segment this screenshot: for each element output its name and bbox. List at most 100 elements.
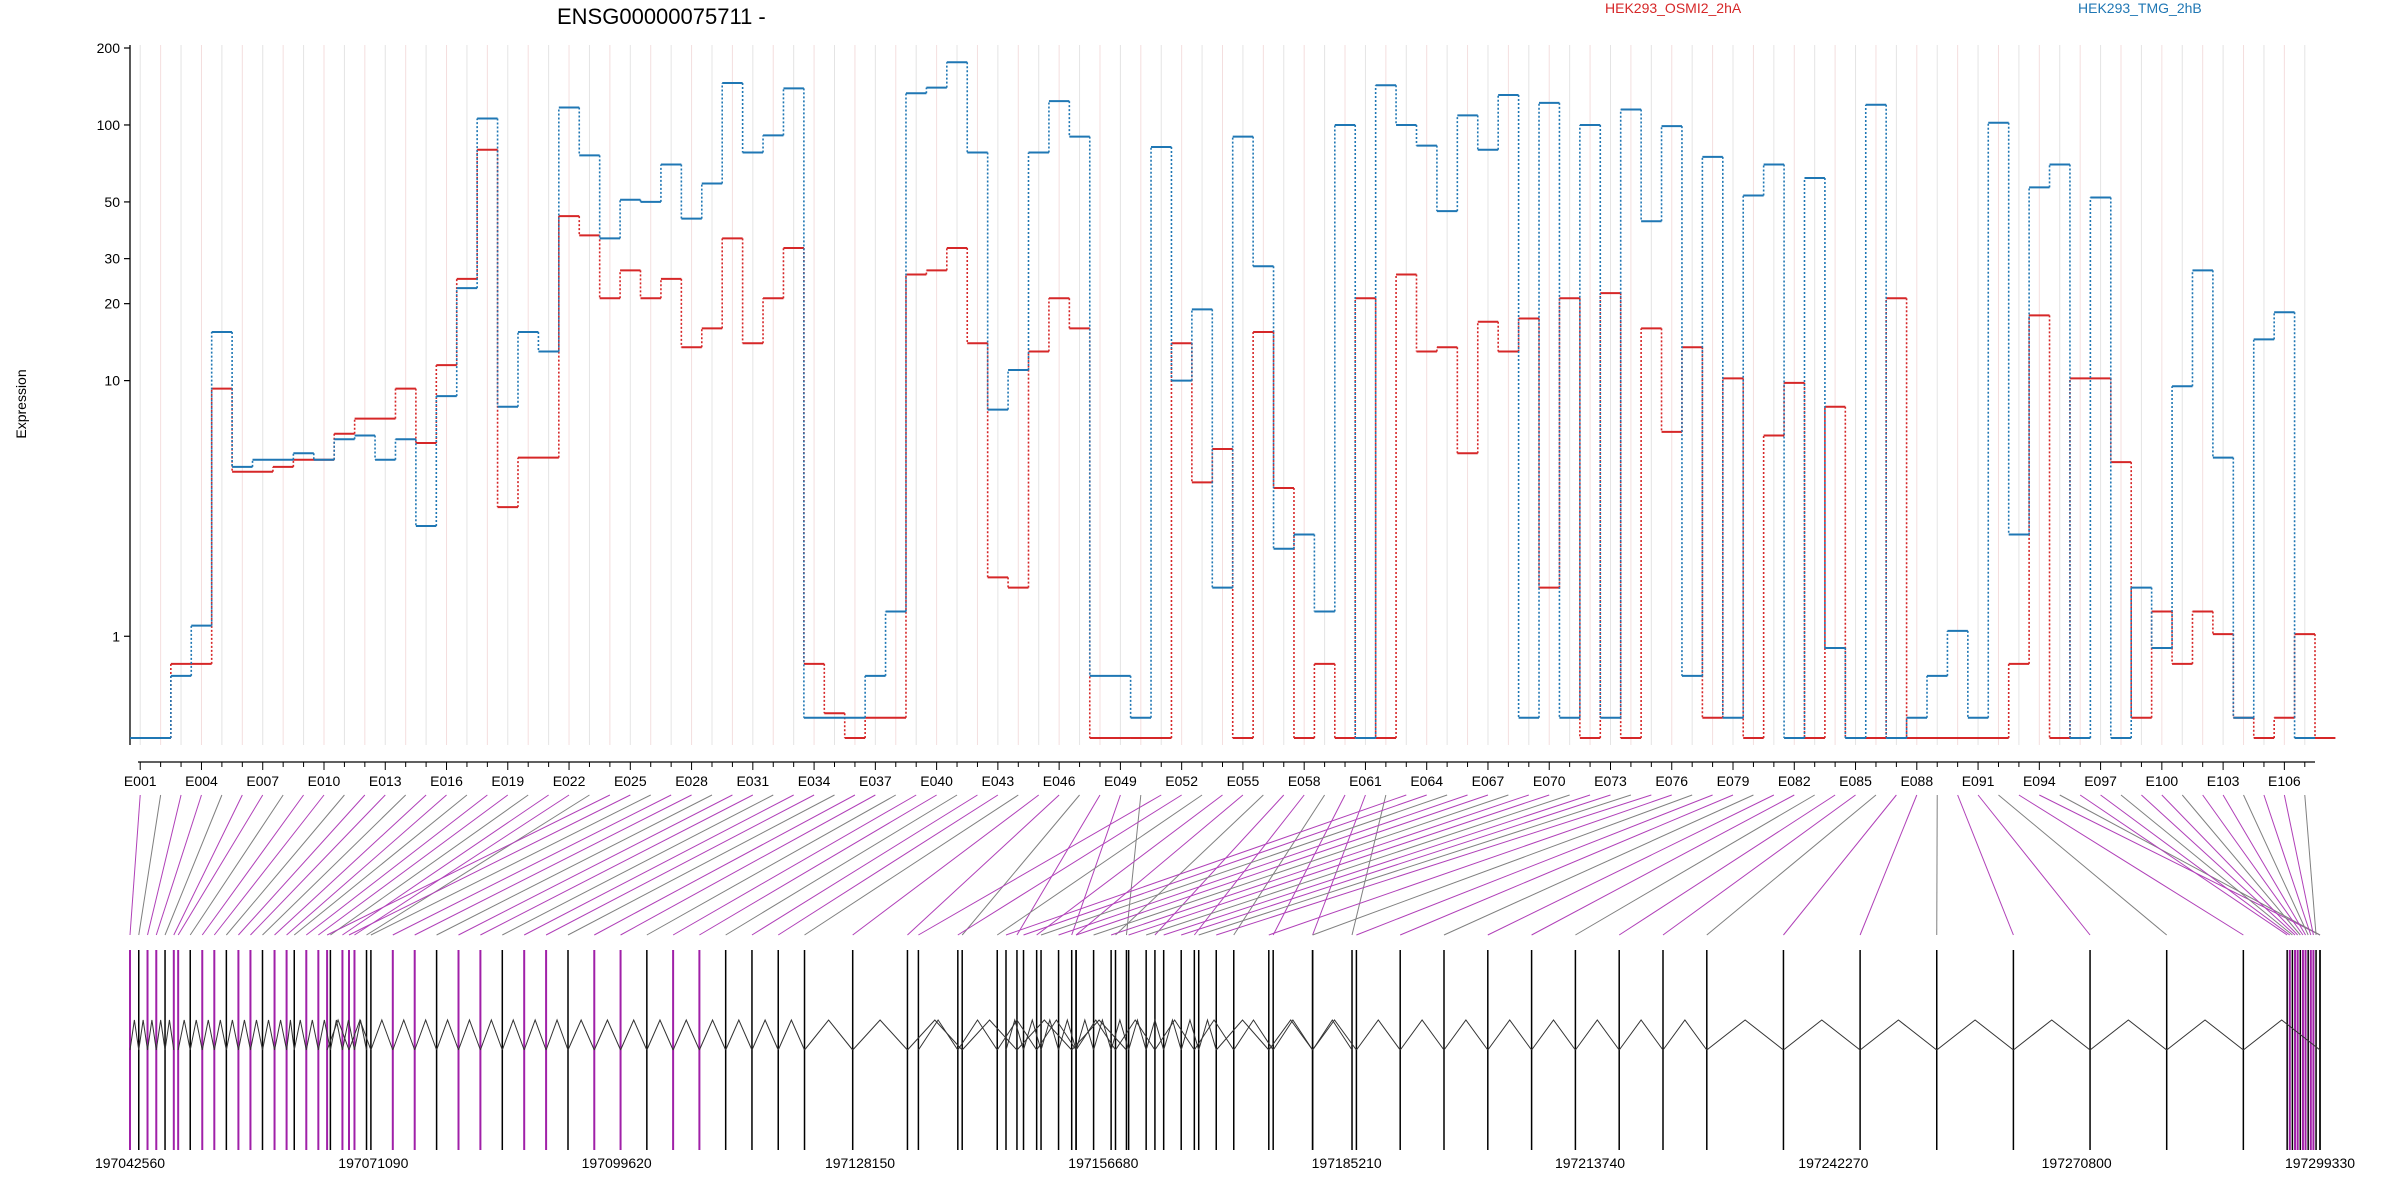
y-tick-label-200: 200 (97, 40, 121, 56)
intron-line (1783, 1019, 1861, 1051)
exon-connector (1783, 794, 1897, 936)
intron-line (1312, 1019, 1357, 1051)
intron-line (545, 1018, 569, 1051)
exon-connector (1005, 794, 1407, 936)
intron-line (1215, 1019, 1270, 1051)
intron-line (1115, 1019, 1156, 1051)
exon-connector (2181, 794, 2301, 936)
intron-line (213, 1019, 227, 1051)
exon-connector (1443, 794, 1754, 936)
exon-connector (318, 794, 509, 936)
exon-connector (2283, 794, 2314, 936)
intron-line (348, 1018, 372, 1051)
y-tick-label-20: 20 (104, 296, 120, 312)
intron-line (1312, 1019, 1353, 1051)
exon-connector (1075, 794, 1489, 936)
x-tick-label-e064: E064 (1410, 773, 1443, 789)
x-tick-label-e025: E025 (614, 773, 647, 789)
exon-connector (1706, 794, 1877, 936)
x-tick-label-e079: E079 (1717, 773, 1750, 789)
intron-line (1145, 1018, 1165, 1051)
intron-line (1071, 1019, 1127, 1051)
intron-line (317, 1019, 331, 1051)
x-tick-label-e004: E004 (185, 773, 218, 789)
exon-connector (348, 794, 631, 936)
exon-connector (1662, 794, 1856, 936)
exon-connector (1110, 794, 1529, 936)
x-axis-exon-ticks: E001 E004 E007 E010 E013 E016 E019 E022 E025 E028… (124, 762, 2306, 789)
exon-connector (2141, 794, 2296, 936)
exon-connector (1036, 794, 1223, 936)
exon-connector (594, 794, 856, 936)
exon-connector (777, 794, 999, 936)
genomic-position-label-197270800: 197270800 (2042, 1155, 2112, 1171)
intron-line (414, 1018, 438, 1051)
intron-line (1198, 1018, 1217, 1051)
exon-connector (1575, 794, 1815, 936)
exon-connector (804, 794, 1019, 936)
y-tick-label-1: 1 (112, 628, 120, 644)
intron-line (620, 1018, 648, 1051)
exon-connector (699, 794, 937, 936)
intron-line (177, 1019, 191, 1051)
intron-line (458, 1018, 481, 1051)
genomic-position-label-197213740: 197213740 (1555, 1155, 1625, 1171)
exon-connector (189, 794, 284, 936)
series-connector-hek293-tmg-2hb (170, 62, 2296, 738)
exon-connector (164, 794, 223, 936)
intron-line (907, 1019, 963, 1051)
intron-line (1936, 1019, 2014, 1051)
exon-connector (620, 794, 876, 936)
x-tick-label-e052: E052 (1165, 773, 1198, 789)
genomic-position-ticks: 197042560 197071090 197099620 197128150 1971… (95, 1155, 2355, 1171)
genomic-position-label-197242270: 197242270 (1798, 1155, 1868, 1171)
exon-connector (545, 794, 815, 936)
exon-connector (2222, 794, 2306, 936)
intron-line (293, 1019, 307, 1051)
intron-line (1093, 1018, 1112, 1051)
exon-connector (2120, 794, 2293, 936)
exon-connector (225, 794, 345, 936)
exon-connector (330, 794, 529, 936)
intron-line (249, 1019, 263, 1051)
series-line-hek293-tmg-2hb (130, 61, 2315, 739)
exon-connector (436, 794, 713, 936)
intron-line (1023, 1018, 1042, 1051)
exon-connector (2263, 794, 2312, 936)
intron-line (1618, 1019, 1664, 1051)
genomic-position-label-197185210: 197185210 (1312, 1155, 1382, 1171)
y-tick-label-50: 50 (104, 194, 120, 210)
exon-connector (918, 794, 1162, 936)
exon-connector (2243, 794, 2309, 936)
intron-line (286, 1019, 295, 1051)
intron-line (274, 1019, 288, 1051)
intron-line (1531, 1019, 1576, 1051)
intron-line (155, 1019, 166, 1051)
intron-line (370, 1018, 394, 1051)
exon-connector (392, 794, 672, 936)
exon-connector (1400, 794, 1734, 936)
exon-connector (286, 794, 447, 936)
exon-connector (173, 794, 243, 936)
exon-connector (502, 794, 774, 936)
x-tick-label-e001: E001 (124, 773, 157, 789)
intron-line (672, 1018, 700, 1051)
intron-line (262, 1019, 276, 1051)
x-tick-label-e073: E073 (1594, 773, 1627, 789)
genomic-position-label-197071090: 197071090 (338, 1155, 408, 1171)
exon-connector (1268, 794, 1672, 936)
x-tick-label-e100: E100 (2145, 773, 2178, 789)
exon-connector (725, 794, 958, 936)
exon-connector (523, 794, 794, 936)
intron-line (164, 1019, 175, 1051)
exon-connector (147, 794, 182, 936)
x-tick-label-e043: E043 (982, 773, 1015, 789)
intron-line (436, 1018, 459, 1051)
exon-connector (646, 794, 897, 936)
exon-connector (1198, 794, 1632, 936)
x-tick-label-e013: E013 (369, 773, 402, 789)
intron-line (1163, 1018, 1182, 1051)
exon-connector (414, 794, 692, 936)
exon-connector (1977, 794, 2091, 936)
intron-line (1040, 1018, 1060, 1051)
